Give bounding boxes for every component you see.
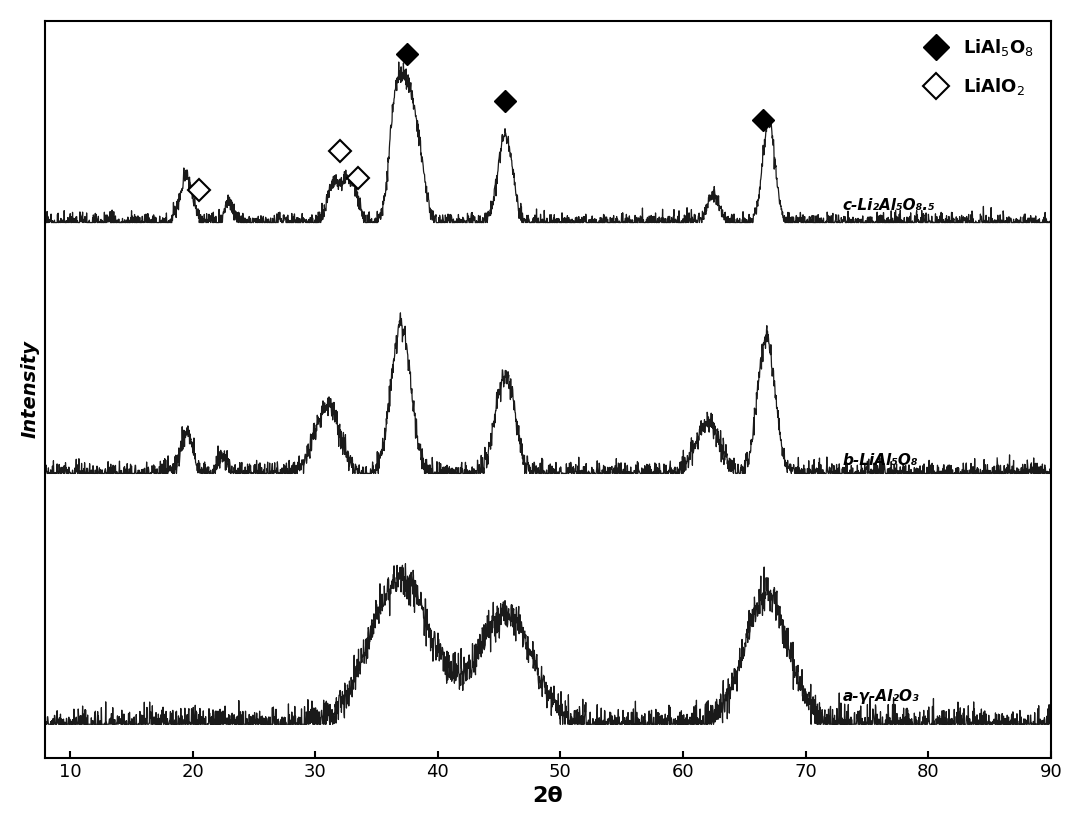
Y-axis label: Intensity: Intensity <box>21 340 40 438</box>
Text: b-LiAl₅O₈: b-LiAl₅O₈ <box>843 453 918 468</box>
X-axis label: 2θ: 2θ <box>533 786 563 806</box>
Text: a-γ-Al₂O₃: a-γ-Al₂O₃ <box>843 689 919 704</box>
Text: c-Li₂Al₅O₈.₅: c-Li₂Al₅O₈.₅ <box>843 198 935 213</box>
Legend: LiAl$_5$O$_8$, LiAlO$_2$: LiAl$_5$O$_8$, LiAlO$_2$ <box>911 30 1042 104</box>
